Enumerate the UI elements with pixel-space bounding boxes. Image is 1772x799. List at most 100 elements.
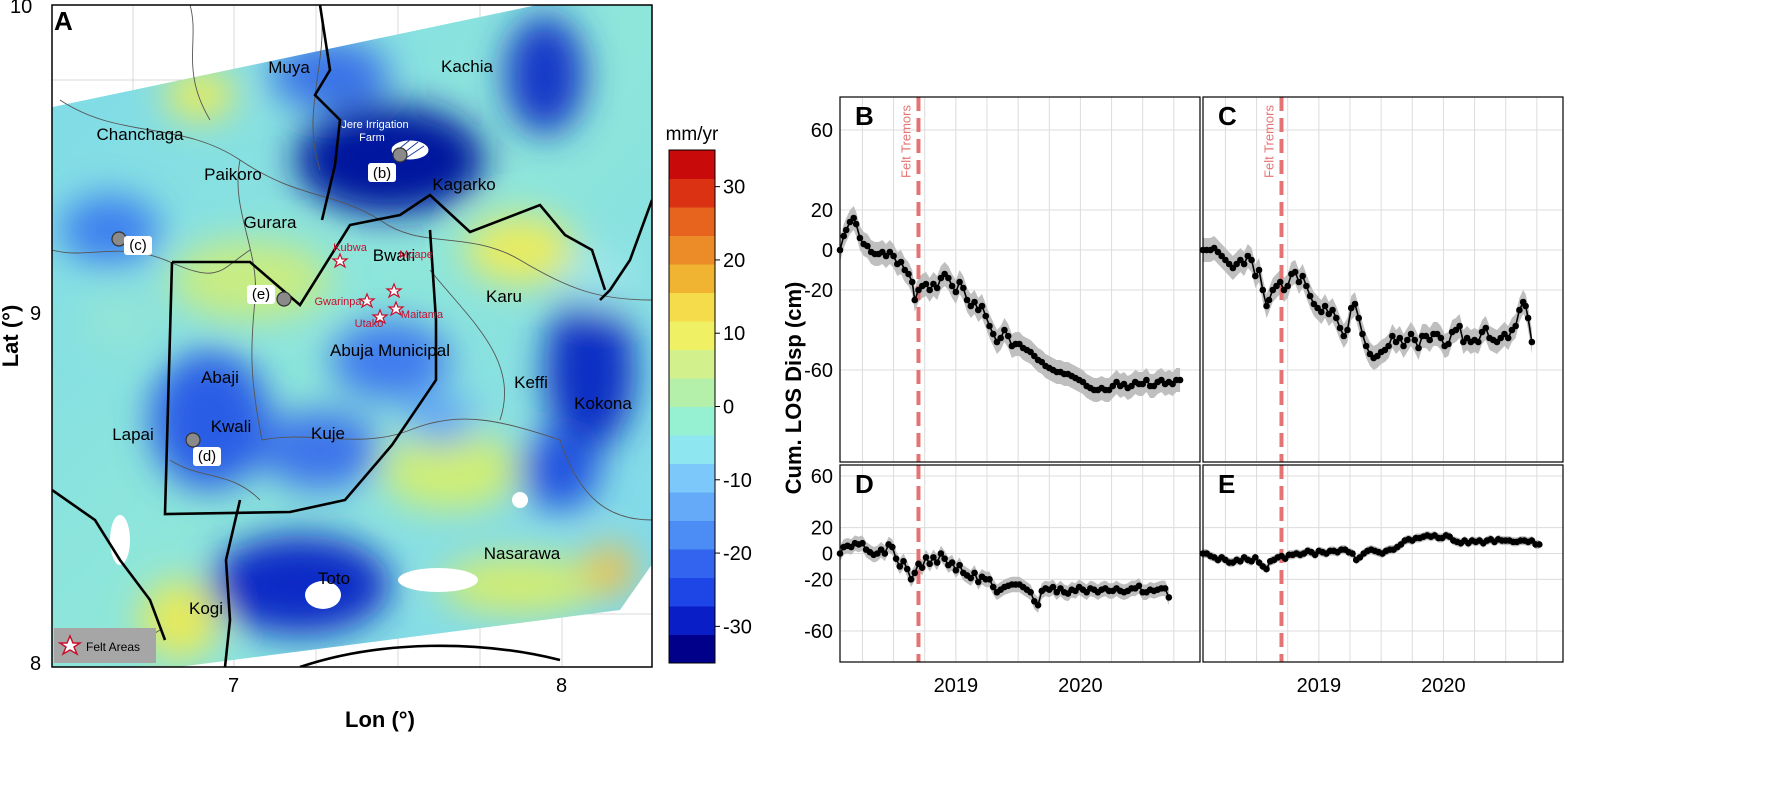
place-abaji: Abaji bbox=[201, 368, 239, 387]
timeseries-panel-c: Felt Tremors C bbox=[1199, 96, 1564, 463]
lon-tick-8: 8 bbox=[556, 675, 567, 697]
colorbar-cell bbox=[669, 178, 715, 208]
place-muya: Muya bbox=[268, 58, 310, 77]
colorbar-cell bbox=[669, 292, 715, 322]
felt-stars bbox=[331, 252, 405, 325]
data-point bbox=[1351, 300, 1359, 308]
y-tick-label: 20 bbox=[811, 200, 833, 222]
y-tick-label: -60 bbox=[804, 360, 833, 382]
fct-boundary bbox=[52, 5, 652, 667]
data-point bbox=[1528, 338, 1536, 346]
data-point bbox=[952, 566, 960, 574]
data-point bbox=[903, 565, 911, 573]
colorbar-cell bbox=[669, 264, 715, 293]
data-point bbox=[1303, 282, 1310, 290]
place-toto: Toto bbox=[318, 569, 350, 588]
data-point bbox=[1385, 342, 1392, 350]
colorbar-tick-label: 0 bbox=[723, 397, 734, 419]
colorbar-cell bbox=[669, 321, 715, 350]
data-point bbox=[864, 242, 871, 250]
timeseries-ylabel: Cum. LOS Disp (cm) bbox=[781, 282, 806, 495]
y-tick-label: -20 bbox=[804, 280, 833, 302]
data-point bbox=[1176, 376, 1184, 384]
colorbar-cell bbox=[669, 634, 715, 664]
felt-tremors-label: Felt Tremors bbox=[1261, 105, 1276, 178]
data-point bbox=[1396, 334, 1404, 342]
data-point bbox=[986, 322, 993, 330]
site-d-marker bbox=[185, 432, 201, 448]
data-point bbox=[922, 554, 930, 561]
panel-label-a: A bbox=[54, 6, 73, 36]
place-gurara: Gurara bbox=[244, 213, 297, 232]
colorbar-cell bbox=[669, 549, 715, 578]
place-jere: Jere Irrigation bbox=[341, 119, 408, 131]
data-point bbox=[956, 561, 963, 569]
legend-label: Felt Areas bbox=[86, 640, 140, 654]
data-point bbox=[1259, 286, 1267, 294]
colorbar: mm/yr 30 20 10 0 -10 -20 -30 bbox=[666, 124, 752, 664]
town-utako: Utako bbox=[355, 318, 384, 330]
colorbar-cell bbox=[669, 150, 715, 179]
place-karu: Karu bbox=[486, 287, 522, 306]
colorbar-cells bbox=[669, 150, 715, 664]
data-point bbox=[941, 555, 948, 562]
data-point bbox=[952, 288, 960, 296]
plot-background bbox=[840, 97, 1200, 462]
gridlines bbox=[840, 97, 1200, 462]
place-kogi: Kogi bbox=[189, 599, 223, 618]
data-point bbox=[1415, 344, 1422, 352]
data-point bbox=[856, 234, 864, 242]
series-points bbox=[1199, 532, 1543, 573]
data-point bbox=[1248, 256, 1255, 264]
data-point bbox=[1263, 302, 1270, 310]
data-point bbox=[1049, 583, 1057, 591]
data-point bbox=[1306, 292, 1314, 300]
star-utako bbox=[371, 308, 389, 325]
data-point bbox=[896, 563, 904, 570]
data-point bbox=[892, 555, 900, 562]
legend-star-icon bbox=[57, 634, 83, 656]
data-point bbox=[1240, 260, 1248, 268]
data-point bbox=[1284, 282, 1292, 290]
felt-areas-legend: Felt Areas bbox=[54, 628, 156, 663]
data-point bbox=[1437, 334, 1445, 342]
place-kokona: Kokona bbox=[574, 394, 632, 413]
site-b-label-bg bbox=[368, 163, 396, 182]
insar-map: A 10 9 8 7 8 Lon (°) Lat (°) Muya Kachia… bbox=[0, 0, 752, 732]
data-point bbox=[1252, 554, 1259, 561]
data-point bbox=[986, 576, 993, 583]
place-abuja: Abuja Municipal bbox=[330, 341, 450, 360]
place-kagarko: Kagarko bbox=[432, 175, 495, 194]
panel-label: B bbox=[855, 101, 874, 131]
data-point bbox=[1344, 326, 1351, 334]
y-tick-label: -20 bbox=[804, 569, 833, 591]
data-point bbox=[1143, 376, 1150, 384]
y-tick-label: -60 bbox=[804, 621, 833, 643]
data-point bbox=[918, 564, 926, 572]
colorbar-cell bbox=[669, 207, 715, 236]
data-point bbox=[948, 559, 956, 566]
colorbar-tick-label: 10 bbox=[723, 323, 745, 345]
place-kachia: Kachia bbox=[441, 57, 494, 76]
data-point bbox=[997, 334, 1004, 342]
series-points bbox=[836, 214, 1184, 394]
data-point bbox=[1362, 342, 1370, 350]
data-point bbox=[1426, 336, 1434, 344]
data-point bbox=[1004, 332, 1012, 340]
data-point bbox=[1295, 278, 1303, 286]
data-point bbox=[1252, 272, 1259, 280]
data-point bbox=[840, 232, 848, 240]
site-b-marker bbox=[392, 147, 408, 163]
x-tick-label: 2019 bbox=[1297, 675, 1342, 697]
place-farm: Farm bbox=[359, 132, 385, 144]
data-point bbox=[1407, 330, 1415, 338]
data-point bbox=[978, 302, 986, 310]
panel-label: E bbox=[1218, 469, 1235, 499]
colorbar-cell bbox=[669, 235, 715, 265]
data-point bbox=[1445, 340, 1452, 348]
data-point bbox=[1400, 342, 1407, 350]
data-point bbox=[945, 274, 952, 282]
lon-tick-7: 7 bbox=[228, 675, 239, 697]
data-point bbox=[989, 583, 997, 591]
